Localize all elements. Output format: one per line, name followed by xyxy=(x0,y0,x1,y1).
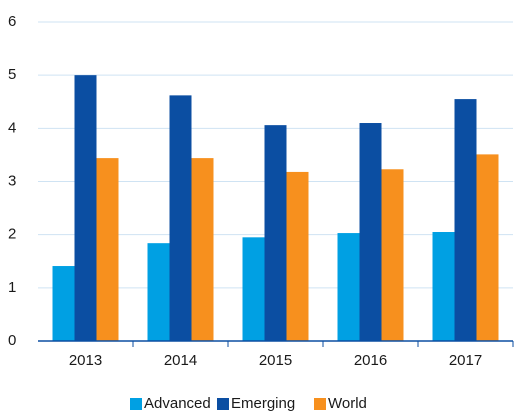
y-tick-label: 2 xyxy=(8,226,16,243)
x-tick-label: 2015 xyxy=(259,352,292,369)
legend-label: World xyxy=(328,395,367,412)
bar xyxy=(52,266,75,341)
bar xyxy=(476,154,499,341)
bar xyxy=(359,123,382,342)
bar xyxy=(264,125,287,341)
bar xyxy=(337,233,360,341)
bar xyxy=(147,243,170,341)
y-tick-label: 1 xyxy=(8,279,16,296)
y-tick-label: 4 xyxy=(8,119,16,136)
bar xyxy=(169,95,192,342)
bar xyxy=(286,171,309,341)
x-tick-label: 2016 xyxy=(354,352,387,369)
x-tick-label: 2017 xyxy=(449,352,482,369)
bar xyxy=(96,158,119,341)
legend-label: Emerging xyxy=(231,395,295,412)
bar xyxy=(454,99,477,341)
bar xyxy=(381,169,404,341)
legend-swatch xyxy=(217,398,229,410)
x-tick-label: 2013 xyxy=(69,352,102,369)
y-tick-label: 5 xyxy=(8,66,16,83)
legend-swatch xyxy=(130,398,142,410)
x-tick-label: 2014 xyxy=(164,352,197,369)
y-tick-label: 0 xyxy=(8,332,16,349)
bar xyxy=(74,75,97,342)
bar xyxy=(432,232,455,341)
bar xyxy=(242,237,265,341)
y-tick-label: 3 xyxy=(8,172,16,189)
legend-swatch xyxy=(314,398,326,410)
legend-label: Advanced xyxy=(144,395,211,412)
bar xyxy=(191,158,214,341)
y-tick-label: 6 xyxy=(8,13,16,30)
